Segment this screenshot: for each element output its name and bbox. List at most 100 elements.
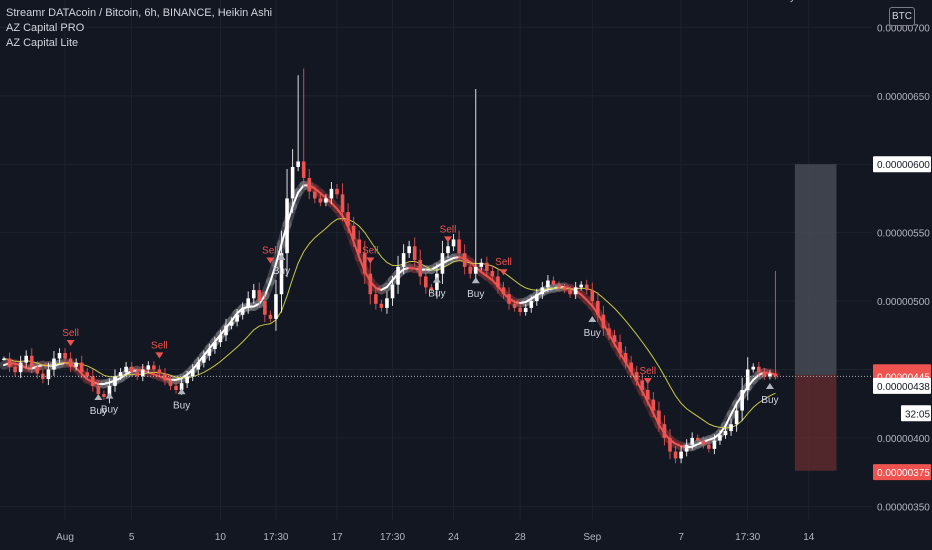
candle-body	[396, 266, 400, 285]
candle-body	[651, 399, 656, 411]
candle-body	[734, 410, 739, 425]
candle-body	[618, 342, 622, 354]
candle-body	[179, 383, 184, 390]
candle-body	[118, 372, 123, 377]
candle-body	[107, 385, 112, 397]
price-tag-label: 32:05	[905, 409, 930, 420]
currency-badge[interactable]: BTC	[889, 7, 915, 26]
buy-label: Buy	[778, 0, 795, 3]
candle-body	[579, 284, 583, 288]
sell-signal: Sell	[495, 257, 512, 276]
position-box-stop	[794, 374, 837, 471]
candle-body	[557, 284, 561, 288]
candle-body	[168, 380, 173, 386]
band-segment	[319, 192, 327, 200]
candle-body	[102, 394, 106, 397]
candle-body	[351, 225, 356, 240]
candle-body	[751, 366, 756, 370]
signals: BuySellBuySellBuySellBuySellBuySellBuySe…	[62, 0, 795, 417]
sell-label: Sell	[151, 340, 168, 351]
candle-body	[224, 325, 228, 336]
x-tick-label: 5	[129, 532, 135, 543]
buy-label: Buy	[428, 289, 445, 300]
band-segment	[274, 242, 283, 265]
candle-body	[290, 166, 295, 199]
candle-body	[512, 303, 517, 308]
band-segment	[269, 262, 277, 283]
indicator-lite[interactable]: AZ Capital Lite	[6, 37, 79, 49]
x-tick-label: 17	[331, 532, 343, 543]
candle-body	[446, 246, 450, 254]
candle-body	[185, 376, 189, 384]
buy-arrow-icon	[471, 277, 480, 284]
sell-arrow-icon	[266, 257, 275, 264]
candle-body	[412, 246, 417, 260]
candle-body	[129, 366, 134, 373]
band-segment	[330, 201, 338, 210]
candle-body	[91, 376, 95, 386]
price-tag-label: 0.00000375	[877, 468, 930, 479]
candle-body	[140, 369, 145, 377]
candle-body	[596, 301, 600, 315]
candle-body	[362, 253, 367, 274]
ma-line	[3, 217, 776, 429]
candle-body	[407, 246, 411, 254]
buy-signal: Buy	[90, 393, 107, 417]
sell-signal: Sell	[773, 0, 790, 3]
candle-body	[240, 307, 245, 315]
sell-label: Sell	[362, 246, 379, 257]
band-segment	[585, 299, 594, 307]
price-tag-box	[873, 377, 931, 394]
price-tag: 0.00000375	[873, 464, 931, 481]
candle-body	[52, 358, 56, 370]
candle-body	[540, 287, 545, 295]
sell-arrow-icon	[643, 378, 652, 385]
buy-signal: Buy	[273, 253, 290, 277]
candles	[2, 68, 778, 464]
buy-arrow-icon	[765, 383, 774, 390]
candle-body	[418, 260, 423, 277]
sell-label: Sell	[262, 246, 279, 257]
candle-body	[7, 358, 12, 367]
candle-body	[496, 276, 500, 288]
candle-body	[562, 287, 567, 291]
candle-body	[757, 366, 761, 373]
candle-body	[246, 298, 250, 308]
candle-body	[518, 307, 522, 312]
x-tick-label: Aug	[56, 532, 74, 543]
buy-arrow-icon	[432, 276, 441, 283]
candle-body	[346, 212, 350, 226]
candle-body	[390, 284, 395, 299]
candle-body	[440, 253, 445, 274]
price-axis[interactable]: 0.000003500.000004000.000004500.00000500…	[873, 23, 931, 513]
band-segment	[646, 401, 655, 415]
buy-label: Buy	[584, 328, 601, 339]
candle-body	[485, 262, 489, 271]
candle-body	[424, 276, 428, 288]
candle-body	[157, 369, 162, 374]
sell-label: Sell	[639, 366, 656, 377]
x-tick-label: 17:30	[263, 532, 288, 543]
candle-body	[2, 358, 6, 361]
symbol-title[interactable]: Streamr DATAcoin / Bitcoin, 6h, BINANCE,…	[6, 7, 273, 19]
candle-body	[340, 194, 345, 213]
sell-arrow-icon	[366, 257, 375, 264]
indicator-pro[interactable]: AZ Capital PRO	[6, 22, 85, 34]
candle-body	[762, 372, 767, 377]
candle-body	[462, 253, 467, 267]
candle-body	[18, 362, 23, 373]
time-axis[interactable]: Aug 5 10 17:30 17 17:30 24 28 Sep 7 17:30 14	[56, 532, 815, 543]
candle-body	[385, 298, 389, 308]
candle-body	[174, 385, 178, 390]
sell-label: Sell	[773, 0, 790, 3]
price-tag-label: 0.00000445	[877, 372, 930, 383]
sell-signal: Sell	[639, 366, 656, 385]
sell-signal: Sell	[151, 340, 168, 359]
band-segment	[691, 443, 699, 448]
sell-signal: Sell	[262, 246, 279, 264]
candle-body	[329, 188, 334, 199]
candle-body	[163, 373, 167, 381]
candle-body	[124, 366, 128, 373]
buy-arrow-icon	[94, 393, 103, 400]
